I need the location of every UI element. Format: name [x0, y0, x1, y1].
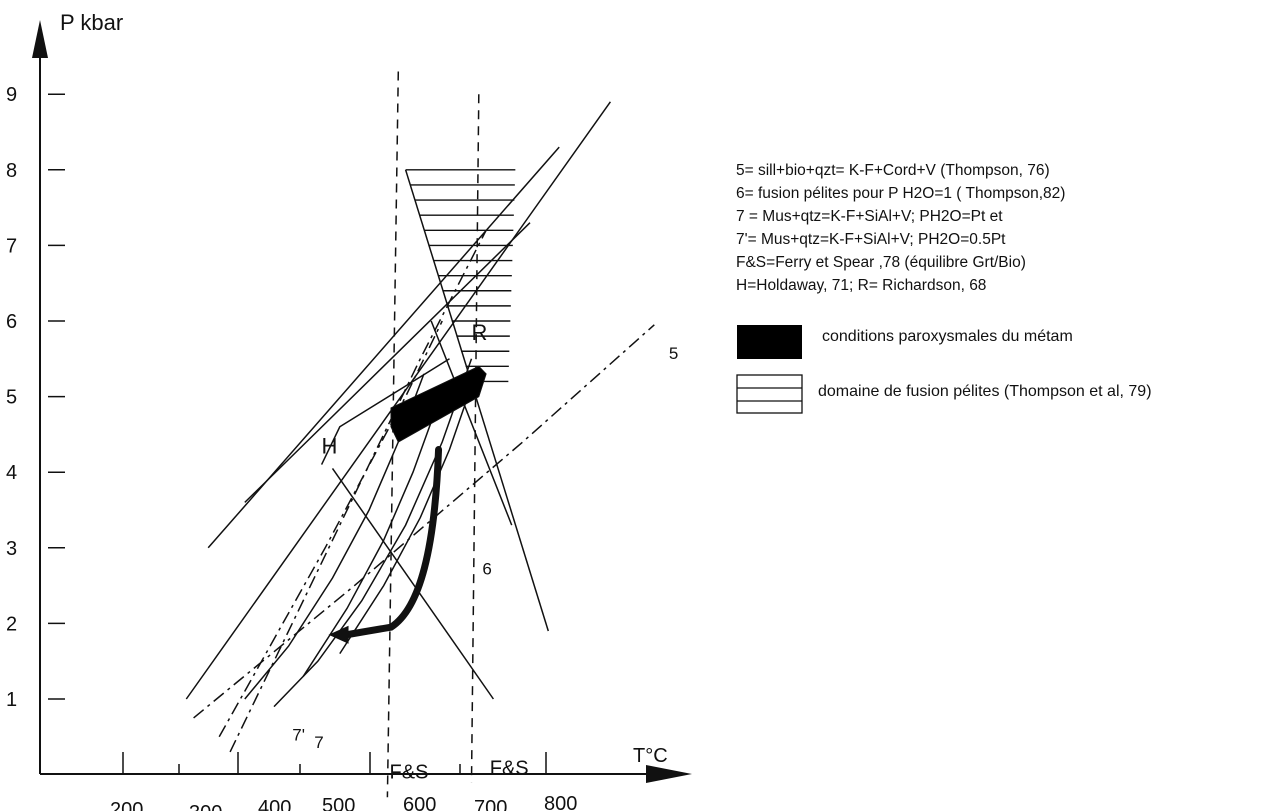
y-tick-label: 1	[6, 689, 17, 711]
fs-isotherm-line	[470, 94, 480, 783]
y-tick-label: 2	[6, 613, 17, 635]
annotation-label: 5	[669, 344, 678, 363]
pt-path-arrowhead	[328, 625, 349, 644]
x-axis-arrowhead	[646, 765, 692, 783]
axes: 200 300 400 500 600 700 800 1 2 3 4 5 6 7 8 9 P kbar T°C	[6, 10, 692, 811]
legend-line: 7'= Mus+qtz=K-F+SiAl+V; PH2O=0.5Pt	[736, 231, 1006, 248]
reaction-line	[302, 411, 436, 677]
y-axis-arrowhead	[32, 20, 48, 58]
x-tick-label: 400	[258, 797, 291, 811]
hatch-key-swatch	[736, 374, 803, 414]
legend-line: 6= fusion pélites pour P H2O=1 ( Thompso…	[736, 185, 1066, 202]
reaction-line	[185, 101, 612, 700]
y-tick-label: 6	[6, 311, 17, 333]
dashdot-reaction-line	[229, 229, 487, 753]
legend-line: 7 = Mus+qtz=K-F+SiAl+V; PH2O=Pt et	[736, 208, 1003, 225]
x-tick-label: 200	[110, 799, 143, 811]
reaction-line	[273, 358, 473, 708]
annotation-label: 6	[482, 559, 491, 578]
fusion-domain-hatch	[405, 169, 516, 383]
pt-path	[328, 446, 443, 644]
reaction-line	[320, 358, 450, 465]
x-tick-label: 700	[474, 797, 507, 811]
hatch-key-label: domaine de fusion pélites (Thompson et a…	[818, 383, 1152, 400]
x-tick-label: 800	[544, 793, 577, 811]
reaction-line	[430, 320, 513, 526]
y-tick-label: 5	[6, 387, 17, 409]
annotations: H R 5 6 7' 7 F&S F&S	[292, 320, 678, 783]
hatch-key-box	[736, 374, 803, 414]
annotation-label: F&S	[490, 758, 529, 780]
black-key-swatch	[737, 325, 802, 359]
x-tick-label: 300	[189, 802, 222, 811]
reaction-line	[244, 222, 531, 503]
dashdot-reaction-line	[193, 324, 655, 719]
annotation-label: 7'	[292, 726, 305, 745]
reaction-line	[404, 169, 550, 632]
x-tick-label: 500	[322, 795, 355, 811]
pt-path-line	[343, 446, 443, 639]
y-tick-label: 7	[6, 235, 17, 257]
x-tick-label: 600	[403, 794, 436, 811]
y-tick-label: 3	[6, 538, 17, 560]
legend-line: H=Holdaway, 71; R= Richardson, 68	[736, 277, 987, 294]
annotation-label: 7	[314, 733, 323, 752]
black-key-label: conditions paroxysmales du métam	[822, 328, 1073, 345]
dashdot-reaction-line	[218, 320, 443, 738]
annotation-label: R	[471, 320, 487, 345]
x-axis-label: T°C	[633, 745, 668, 767]
y-tick-label: 4	[6, 462, 17, 484]
reaction-curves	[185, 71, 655, 798]
peak-region	[390, 365, 487, 443]
reaction-line	[331, 467, 495, 700]
metamorphic-peak-region	[390, 365, 487, 443]
y-tick-label: 9	[6, 84, 17, 106]
y-axis-label: P kbar	[60, 10, 123, 35]
annotation-label: H	[322, 433, 338, 458]
reaction-line	[339, 396, 469, 655]
annotation-label: F&S	[390, 761, 429, 783]
fs-isotherm-line	[386, 71, 400, 798]
legend-line: 5= sill+bio+qzt= K-F+Cord+V (Thompson, 7…	[736, 162, 1050, 179]
y-tick-label: 8	[6, 160, 17, 182]
legend-line: F&S=Ferry et Spear ,78 (équilibre Grt/Bi…	[736, 254, 1026, 271]
